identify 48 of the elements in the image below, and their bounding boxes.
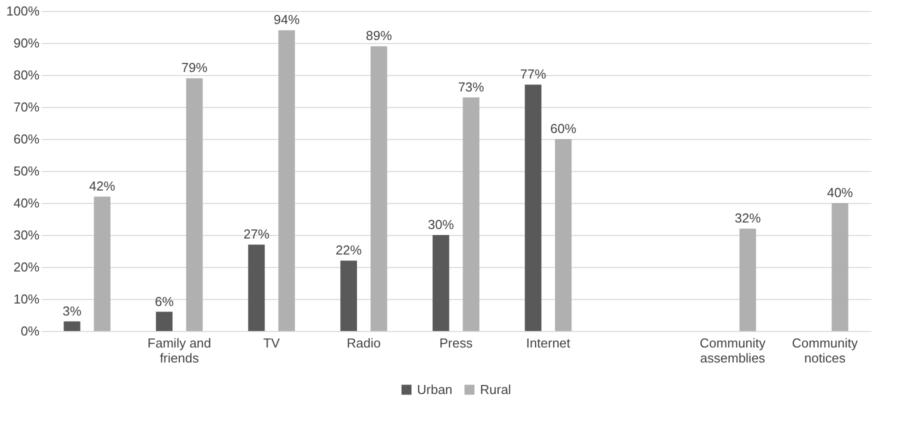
x-tick-label: Internet [526,336,571,350]
bar [555,139,572,331]
bar [248,244,265,331]
legend-label: Rural [480,382,512,397]
x-tick-label: Community assemblies [700,336,766,366]
bar [462,97,480,331]
data-label: 3% [62,303,82,318]
y-tick-label: 20% [13,260,40,274]
data-label: 6% [154,294,174,309]
y-tick-label: 40% [13,196,40,210]
y-tick-label: 10% [13,292,40,306]
x-tick-label: Radio [346,336,381,350]
data-label: 60% [550,121,577,136]
bar [156,312,173,331]
data-label: 89% [366,28,392,44]
x-tick-label: Press [439,336,474,350]
y-tick-label: 80% [13,68,40,82]
y-tick-label: 50% [13,164,40,178]
legend-label: Urban [417,382,452,397]
bar [524,84,542,331]
y-tick-label: 0% [20,324,40,338]
x-tick-label: Community notices [792,336,858,366]
y-tick-label: 90% [13,36,40,50]
bar [832,203,848,331]
bar [432,235,450,331]
bar [739,228,756,331]
bar [370,46,388,331]
data-label: 30% [428,217,454,232]
data-label: 40% [826,185,854,200]
bar [278,30,295,331]
data-label: 79% [181,60,208,76]
bar [186,78,203,331]
data-label: 32% [734,210,762,226]
y-tick-label: 70% [13,100,40,114]
x-tick-label: Family and friends [148,336,212,366]
data-label: 22% [336,242,362,258]
x-tick-label: TV [263,336,280,350]
data-label: 73% [458,79,485,94]
data-label: 94% [274,12,300,28]
y-tick-label: 100% [6,4,40,18]
data-label: 42% [89,178,116,194]
y-tick-label: 30% [13,228,40,242]
y-tick-label: 60% [13,132,40,146]
data-label: 77% [520,66,547,82]
bar [64,321,80,331]
data-label: 27% [243,226,270,242]
bar [94,196,110,331]
bar [340,260,357,331]
